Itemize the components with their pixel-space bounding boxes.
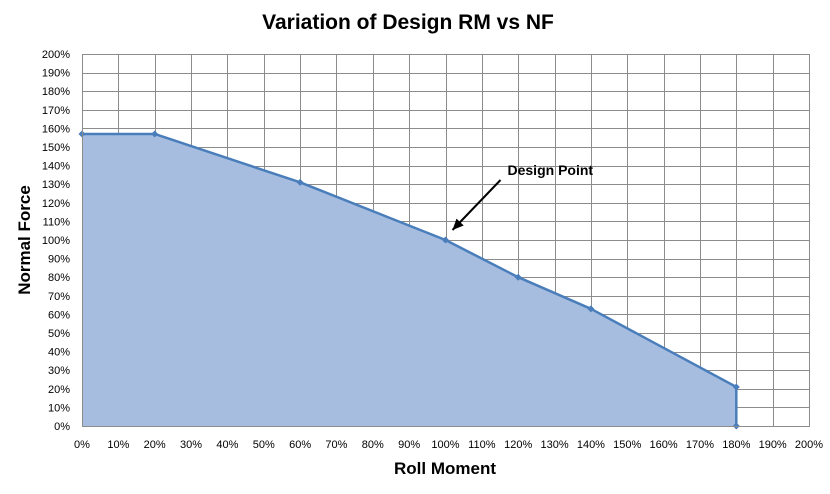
x-tick-label: 80%: [362, 439, 384, 451]
y-tick-label: 90%: [48, 254, 70, 266]
y-tick-label: 60%: [48, 309, 70, 321]
y-tick-label: 20%: [48, 384, 70, 396]
data-point: [151, 130, 159, 138]
annotation-arrow-head: [452, 218, 464, 230]
series-line: [82, 132, 738, 426]
y-tick-label: 180%: [42, 86, 70, 98]
x-tick-label: 200%: [795, 439, 823, 451]
y-tick-label: 160%: [42, 123, 70, 135]
x-tick-label: 40%: [216, 439, 238, 451]
y-tick-labels: 0% 10% 20% 30% 40% 50% 60% 70% 80% 90% 100% 110% 120…: [42, 49, 70, 433]
y-axis-title: Normal Force: [15, 185, 34, 295]
y-tick-label: 0%: [54, 421, 70, 433]
x-tick-label: 70%: [325, 439, 347, 451]
y-tick-label: 70%: [48, 291, 70, 303]
x-tick-label: 140%: [577, 439, 605, 451]
x-tick-label: 130%: [540, 439, 568, 451]
x-tick-label: 0%: [74, 439, 90, 451]
y-tick-label: 120%: [42, 198, 70, 210]
y-tick-label: 190%: [42, 68, 70, 80]
x-tick-label: 190%: [759, 439, 787, 451]
x-tick-label: 170%: [686, 439, 714, 451]
x-tick-label: 50%: [253, 439, 275, 451]
x-tick-label: 90%: [398, 439, 420, 451]
y-tick-label: 130%: [42, 179, 70, 191]
data-point: [296, 178, 304, 186]
y-tick-label: 40%: [48, 347, 70, 359]
y-tick-label: 150%: [42, 142, 70, 154]
y-tick-label: 110%: [43, 216, 71, 228]
x-tick-label: 10%: [107, 439, 129, 451]
x-tick-label: 120%: [504, 439, 532, 451]
data-point: [732, 383, 740, 391]
x-tick-label: 100%: [431, 439, 459, 451]
y-tick-label: 200%: [42, 49, 70, 61]
data-point: [442, 236, 449, 244]
y-tick-label: 30%: [48, 365, 70, 377]
data-point: [587, 305, 595, 313]
plot-border: [82, 54, 810, 427]
y-tick-label: 100%: [42, 235, 70, 247]
x-tick-label: 160%: [650, 439, 678, 451]
y-tick-label: 140%: [42, 161, 70, 173]
x-axis-title: Roll Moment: [394, 459, 496, 478]
design-point-annotation: Design Point: [451, 162, 594, 231]
x-tick-label: 150%: [613, 439, 641, 451]
annotation-arrow-shaft: [451, 179, 502, 231]
x-tick-labels: 0% 10% 20% 30% 40% 50% 60% 70% 80% 90% 100% 110% 120…: [74, 439, 823, 451]
x-tick-label: 20%: [144, 439, 166, 451]
x-tick-label: 110%: [468, 439, 496, 451]
area-fill: [82, 133, 737, 427]
y-tick-label: 50%: [48, 328, 70, 340]
x-tick-label: 30%: [180, 439, 202, 451]
x-tick-label: 180%: [722, 439, 750, 451]
data-point: [514, 273, 522, 281]
annotation-label: Design Point: [508, 162, 594, 178]
y-tick-label: 10%: [48, 402, 70, 414]
y-tick-label: 80%: [48, 272, 70, 284]
y-tick-label: 170%: [42, 105, 70, 117]
x-tick-label: 60%: [289, 439, 311, 451]
chart-title: Variation of Design RM vs NF: [262, 11, 554, 34]
